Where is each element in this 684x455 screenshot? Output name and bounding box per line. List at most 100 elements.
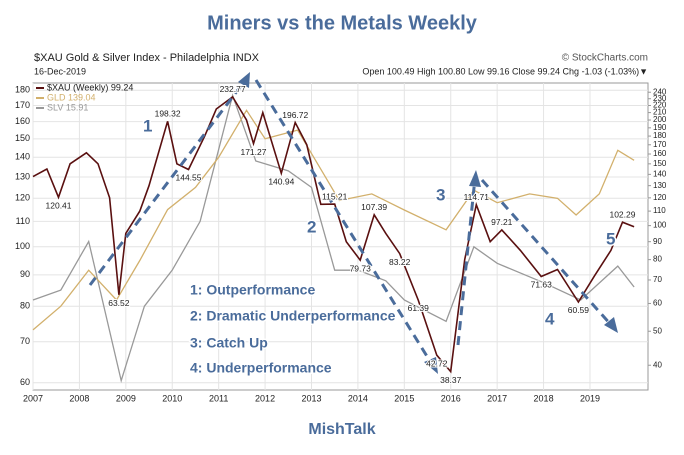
annotation: 3 <box>436 185 445 204</box>
y-tick-label: 90 <box>20 269 30 279</box>
x-tick-label: 2009 <box>116 393 136 403</box>
arrow <box>254 79 435 367</box>
y2-tick-label: 150 <box>653 159 667 168</box>
value-label: 97.21 <box>491 217 513 227</box>
y2-tick-label: 200 <box>653 115 667 124</box>
annotations: 1 2 3 4 5 1: Outperformance 2: Dramatic Underp… <box>142 115 617 377</box>
y-tick-label: 150 <box>15 133 30 143</box>
value-label: 38.37 <box>440 375 462 385</box>
quote: Open 100.49 High 100.80 Low 99.16 Close … <box>362 66 648 76</box>
value-label: 144.55 <box>175 173 201 183</box>
value-label: 115.21 <box>322 191 348 201</box>
x-tick-label: 2013 <box>301 393 321 403</box>
y2-tick-label: 40 <box>653 360 662 369</box>
y-tick-label: 120 <box>15 193 30 203</box>
x-tick-label: 2016 <box>441 393 461 403</box>
y2-tick-label: 140 <box>653 169 667 178</box>
value-label: 196.72 <box>282 110 308 120</box>
arrow-head <box>469 170 481 187</box>
y2-tick-label: 120 <box>653 193 667 202</box>
y-tick-label: 80 <box>20 301 30 311</box>
y2-tick-label: 60 <box>653 299 662 308</box>
y2-tick-label: 170 <box>653 140 667 149</box>
value-label: 60.59 <box>568 305 590 315</box>
value-label: 232.77 <box>220 84 246 94</box>
y-tick-label: 160 <box>15 116 30 126</box>
annotation: 1: Outperformance <box>190 282 315 298</box>
arrow-head <box>604 317 618 333</box>
y2-tick-label: 210 <box>653 108 667 117</box>
arrow-head <box>424 357 438 374</box>
value-label: 198.32 <box>155 109 181 119</box>
value-label: 79.73 <box>350 263 372 273</box>
series-line <box>32 109 635 331</box>
value-label: 71.63 <box>531 280 553 290</box>
y2-tick-label: 220 <box>653 101 667 110</box>
x-tick-label: 2014 <box>348 393 368 403</box>
y-tick-label: 170 <box>15 100 30 110</box>
x-tick-label: 2010 <box>162 393 182 403</box>
value-label: 171.27 <box>240 147 266 157</box>
series-line <box>32 93 635 384</box>
y2-tick-label: 240 <box>653 87 667 96</box>
y2-tick-label: 160 <box>653 149 667 158</box>
annotation: 4: Underperformance <box>190 360 332 376</box>
legend-label: SLV 15.91 <box>47 102 88 112</box>
y2-tick-label: 190 <box>653 123 667 132</box>
symbol-line: $XAU Gold & Silver Index - Philadelphia … <box>34 52 260 64</box>
y2-tick-label: 180 <box>653 131 667 140</box>
y-tick-label: 70 <box>20 336 30 346</box>
y2-tick-label: 90 <box>653 237 662 246</box>
y-tick-label: 60 <box>20 377 30 387</box>
arrow <box>88 77 249 286</box>
y2-tick-label: 70 <box>653 275 662 284</box>
y2-tick-label: 230 <box>653 94 667 103</box>
arrow <box>480 179 614 327</box>
series-line <box>32 95 635 374</box>
value-label: 42.72 <box>426 358 448 368</box>
value-label: 120.41 <box>46 201 72 211</box>
legend-label: GLD 139.04 <box>47 92 96 102</box>
y-tick-label: 130 <box>15 171 30 181</box>
annotation: 4 <box>545 309 555 328</box>
annotation: 2: Dramatic Underperformance <box>190 308 396 324</box>
annotation: 2 <box>307 217 316 236</box>
y2-tick-label: 80 <box>653 255 662 264</box>
y-tick-label: 100 <box>15 241 30 251</box>
y-tick-label: 140 <box>15 152 30 162</box>
value-label: 114.71 <box>464 192 490 202</box>
x-tick-label: 2019 <box>580 393 600 403</box>
footer: MishTalk <box>308 421 375 438</box>
value-label: 102.29 <box>609 209 635 219</box>
value-label: 140.94 <box>268 177 294 187</box>
x-tick-label: 2018 <box>534 393 554 403</box>
date: 16-Dec-2019 <box>34 66 86 76</box>
y2-tick-label: 110 <box>653 206 666 215</box>
value-label: 107.39 <box>361 202 387 212</box>
y2-tick-label: 50 <box>653 326 662 335</box>
series-layer <box>32 93 635 384</box>
y2-tick-label: 100 <box>653 221 667 230</box>
chart-title: Miners vs the Metals Weekly <box>207 12 478 34</box>
annotation: 5 <box>606 229 615 248</box>
grid <box>32 83 648 390</box>
legend-label: $XAU (Weekly) 99.24 <box>47 82 133 92</box>
y-tick-label: 110 <box>16 216 30 226</box>
x-tick-label: 2007 <box>23 393 43 403</box>
annotation: 1 <box>143 116 152 135</box>
x-tick-label: 2017 <box>487 393 507 403</box>
y2-tick-label: 130 <box>653 181 667 190</box>
value-label: 83.22 <box>389 257 411 267</box>
value-label: 63.52 <box>108 298 130 308</box>
x-tick-label: 2011 <box>209 393 228 403</box>
x-tick-label: 2008 <box>69 393 89 403</box>
plot-area <box>32 82 649 391</box>
arrow <box>456 177 477 346</box>
source: © StockCharts.com <box>562 53 648 64</box>
x-tick-label: 2015 <box>394 393 414 403</box>
x-tick-label: 2012 <box>255 393 275 403</box>
y-tick-label: 180 <box>15 85 30 95</box>
value-label: 61.39 <box>408 303 430 313</box>
annotation: 3: Catch Up <box>190 335 268 351</box>
